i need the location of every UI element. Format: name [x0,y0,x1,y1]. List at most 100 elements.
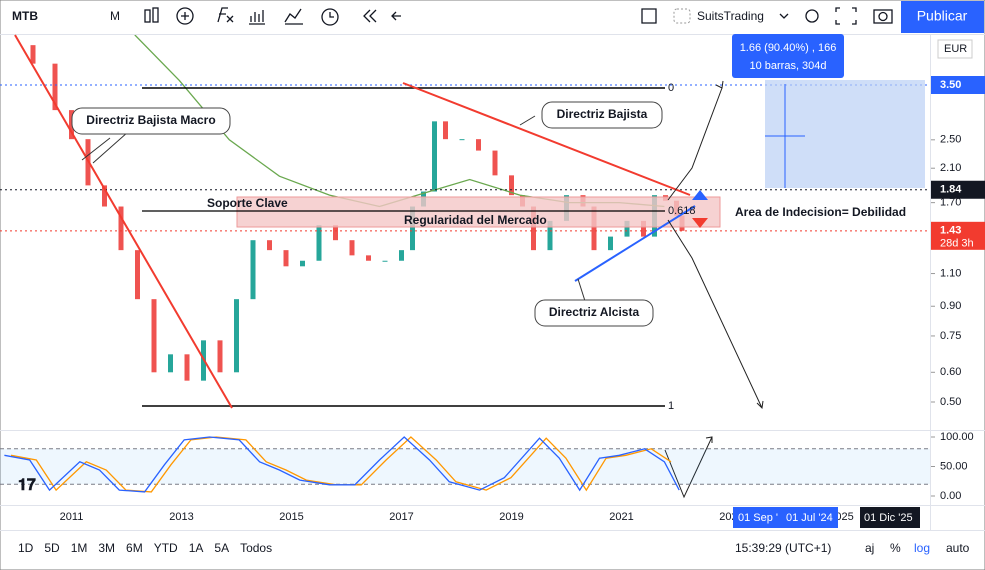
candle [333,225,338,241]
candle [234,299,239,373]
scale-option[interactable]: % [890,541,901,555]
currency[interactable]: EUR [944,43,967,55]
annotation: Regularidad del Mercado [404,213,547,227]
trendline [14,34,233,409]
down-arrow [692,218,708,228]
candle [641,220,646,237]
annotation: Area de Indecision= Debilidad [735,205,906,219]
range-button[interactable]: Todos [240,541,272,555]
candle [382,260,388,262]
candle [366,255,371,261]
interval[interactable]: M [110,9,120,23]
range-button[interactable]: 1A [189,541,204,555]
dropdown-icon[interactable] [779,13,789,19]
candle [102,185,107,207]
fib-label: 0.618 [668,205,696,217]
candle [509,175,514,196]
candle [69,110,74,140]
price-marker-label: 3.50 [940,79,961,91]
y-tick-label: 2.10 [940,162,961,174]
countdown: 28d 3h [940,238,974,250]
up-arrow [692,190,708,200]
range-button[interactable]: 5D [44,541,60,555]
candle [168,354,173,373]
date-label: 01 Dic '25 [864,512,913,524]
symbol[interactable]: MTB [12,9,38,23]
x-tick-label: 2017 [389,511,413,523]
candle [432,121,437,192]
fib-label: 1 [668,400,674,412]
date-label: 01 Jul '24 [786,512,833,524]
candle [399,250,404,261]
y-tick-label: 1.10 [940,267,961,279]
trendline [402,82,691,196]
range-button[interactable]: YTD [154,541,178,555]
publish-label[interactable]: Publicar [917,8,968,24]
date-label: 01 Sep ' [738,512,778,524]
candle [608,236,613,251]
callout [534,299,654,327]
price-marker-label: 1.43 [940,225,961,237]
range-button[interactable]: 1M [71,541,88,555]
y-tick-label: 0.75 [940,330,961,342]
y-tick-label: 50.00 [940,460,968,472]
band-fill [0,448,930,485]
currency-box[interactable] [937,39,973,59]
x-tick-label: 2015 [279,511,303,523]
range-button[interactable]: 6M [126,541,143,555]
toolbar-icons[interactable] [144,7,893,26]
y-tick-label: 0.00 [940,490,961,502]
layout-name[interactable]: SuitsTrading [697,9,764,23]
osc-k-line [4,436,680,493]
measure-area [765,80,925,188]
range-button[interactable]: 1D [18,541,34,555]
candle [184,354,190,381]
range-button[interactable]: 5A [214,541,229,555]
tv-logo: 𝟏𝟕 [18,477,36,494]
measure-box [732,34,844,78]
y-tick-label: 0.60 [940,366,961,378]
callout [71,107,231,135]
date-box [860,507,920,528]
range-button[interactable]: 3M [98,541,115,555]
cloud-icon [673,8,691,24]
measure-text: 10 barras, 304d [749,60,826,72]
scale-option[interactable]: log [914,541,930,555]
measure-cross [765,84,805,188]
x-tick-label: 2019 [499,511,523,523]
annotation: Directriz Bajista [557,107,648,121]
candle [531,206,536,251]
candle [30,45,36,64]
price-marker-label: 1.84 [940,184,962,196]
osc-projection [664,436,713,499]
x-tick-label: 2013 [169,511,193,523]
y-tick-label: 0.90 [940,300,961,312]
oscillator-pane [0,436,930,493]
measure-text: 1.66 (90.40%) , 166 [740,42,837,54]
publish-button[interactable] [901,1,984,33]
candle [283,250,289,267]
price-marker [931,221,985,250]
y-tick-label: 0.50 [940,396,961,408]
scale-option[interactable]: aj [865,541,874,555]
candle [591,206,597,251]
annotation: Directriz Bajista Macro [86,113,215,127]
y-tick-label: 1.70 [940,197,961,209]
candle [410,206,415,251]
scale-option[interactable]: auto [946,541,970,555]
trendline [574,205,696,282]
candle [492,150,498,176]
x-tick-label: 2021 [609,511,633,523]
callout [541,101,663,129]
candle [316,225,322,261]
price-pane [0,35,930,381]
candle [118,206,124,251]
projection-arrows [667,80,764,410]
candle [135,250,140,300]
candle [250,240,256,300]
candle [267,240,272,251]
annotation: Soporte Clave [207,196,288,210]
date-box [733,507,838,528]
